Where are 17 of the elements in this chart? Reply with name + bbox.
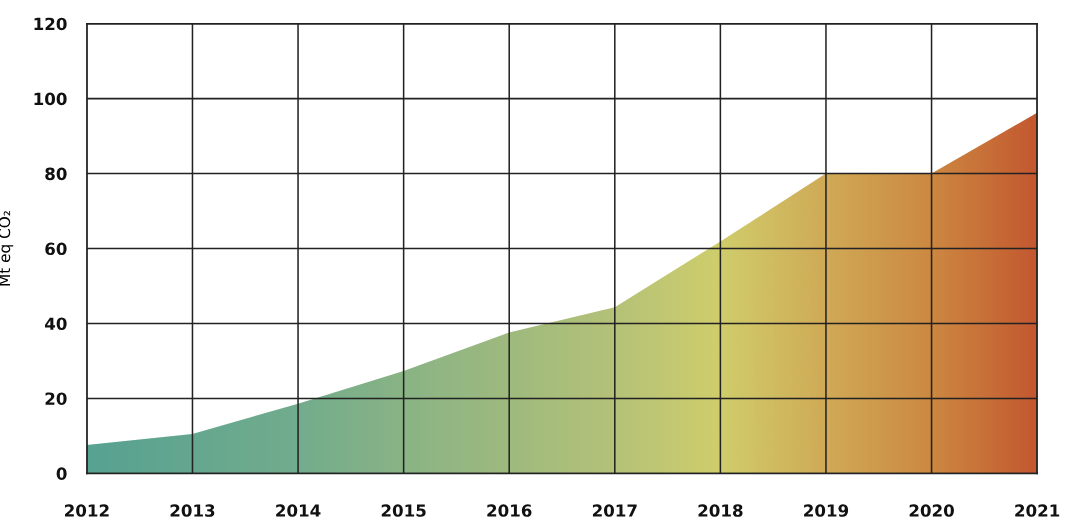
- y-tick-label: 60: [45, 242, 67, 256]
- x-tick-label: 2020: [909, 504, 954, 517]
- x-tick-label: 2014: [276, 504, 321, 517]
- y-tick-label: 80: [45, 167, 67, 181]
- y-tick-label: 100: [34, 92, 67, 106]
- x-tick-label: 2018: [698, 504, 743, 517]
- y-tick-label: 20: [45, 392, 67, 406]
- x-tick-label: 2013: [170, 504, 215, 517]
- x-tick-label: 2019: [804, 504, 849, 517]
- x-tick-label: 2021: [1015, 504, 1060, 517]
- x-tick-label: 2016: [487, 504, 532, 517]
- y-tick-label: 40: [44, 317, 67, 331]
- y-tick-label: 0: [56, 467, 67, 480]
- x-tick-label: 2017: [592, 504, 637, 517]
- x-tick-label: 2012: [65, 504, 109, 517]
- x-tick-label: 2015: [381, 504, 426, 517]
- y-tick-label: 120: [34, 17, 67, 31]
